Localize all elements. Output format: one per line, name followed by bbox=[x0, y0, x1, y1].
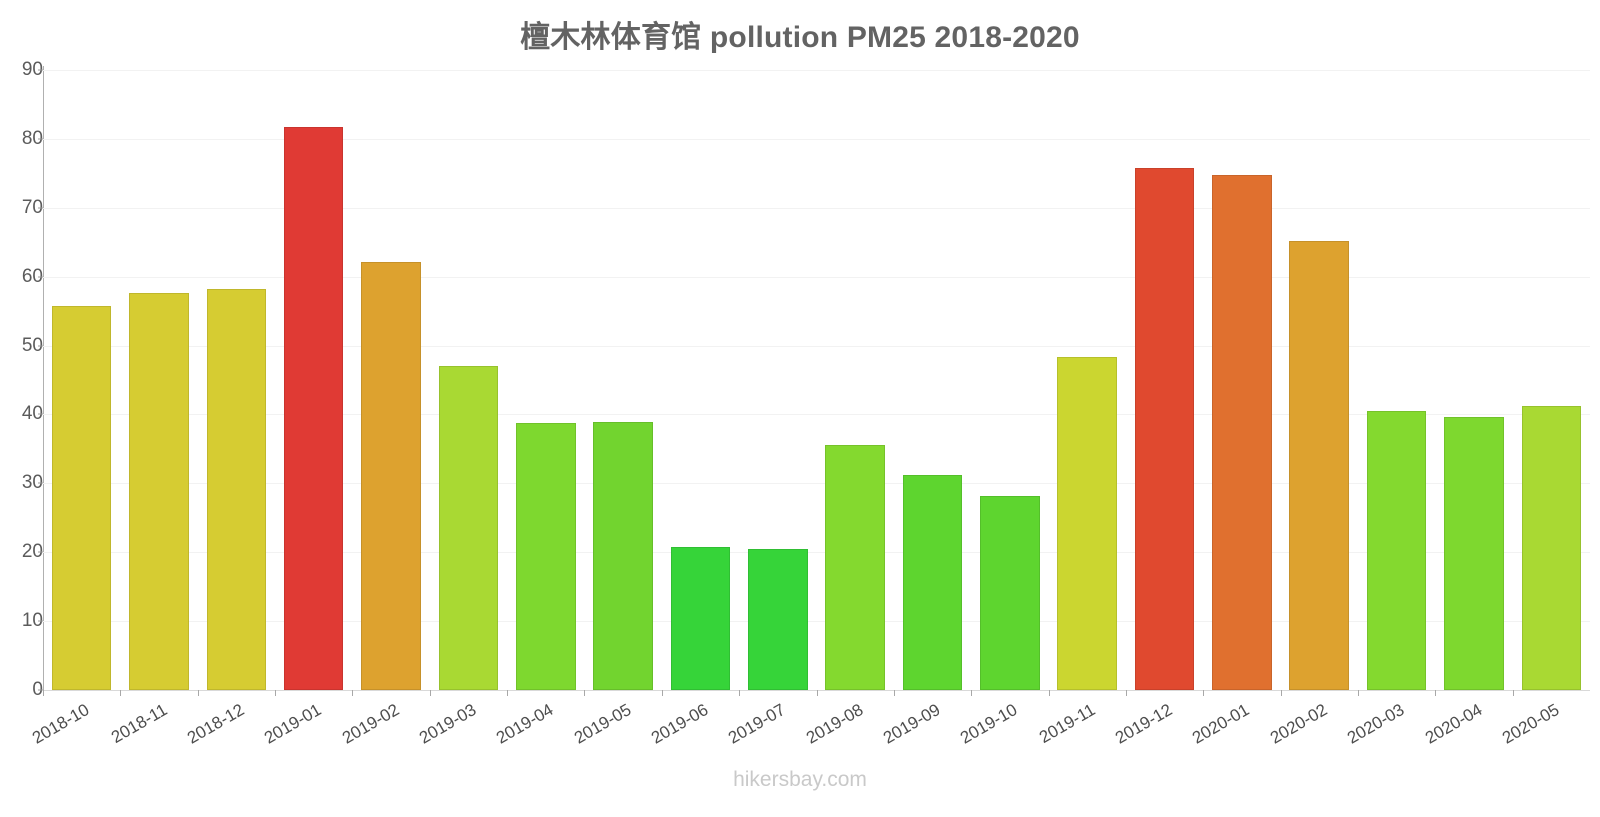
gridline-20 bbox=[43, 552, 1590, 554]
y-tick-mark-60 bbox=[38, 276, 44, 278]
bar-2019-01[interactable] bbox=[283, 127, 344, 690]
bar-2020-03[interactable] bbox=[1366, 411, 1427, 690]
y-tick-mark-90 bbox=[38, 69, 44, 71]
bar-2019-11[interactable] bbox=[1057, 357, 1117, 690]
x-tick-mark-2019-12 bbox=[1125, 690, 1127, 696]
bar-2019-06[interactable] bbox=[670, 547, 731, 690]
y-tick-mark-10 bbox=[38, 620, 44, 622]
bar-2019-05[interactable] bbox=[593, 422, 653, 690]
chart-title: 檀木林体育馆 pollution PM25 2018-2020 bbox=[520, 21, 1080, 54]
x-tick-mark-2019-11 bbox=[1048, 690, 1050, 696]
y-tick-mark-0 bbox=[38, 689, 44, 691]
bar-2019-02[interactable] bbox=[361, 262, 421, 690]
y-tick-label-90: 90 bbox=[21, 59, 43, 80]
y-axis-line bbox=[43, 66, 44, 694]
y-tick-label-50: 50 bbox=[21, 334, 43, 356]
x-tick-mark-2020-03 bbox=[1357, 690, 1359, 696]
x-tick-mark-2019-08 bbox=[816, 690, 818, 696]
y-tick-label-10: 10 bbox=[21, 610, 43, 632]
x-tick-mark-2019-01 bbox=[275, 690, 277, 696]
x-tick-mark-2019-03 bbox=[429, 690, 431, 696]
bar-2018-12[interactable] bbox=[206, 289, 267, 690]
x-tick-mark-2020-04 bbox=[1435, 690, 1437, 696]
x-tick-mark-2020-05 bbox=[1512, 690, 1514, 696]
bar-2019-03[interactable] bbox=[438, 365, 499, 690]
x-tick-mark-2020-01 bbox=[1203, 690, 1205, 696]
bar-2019-04[interactable] bbox=[515, 423, 576, 690]
bar-2019-09[interactable] bbox=[902, 475, 963, 690]
gridline-50 bbox=[43, 345, 1590, 347]
gridline-90 bbox=[43, 70, 1590, 71]
x-tick-mark-2018-11 bbox=[120, 690, 122, 696]
bar-2019-08[interactable] bbox=[825, 444, 885, 690]
y-tick-mark-30 bbox=[38, 482, 44, 484]
x-tick-mark-2018-12 bbox=[197, 690, 199, 696]
y-tick-mark-40 bbox=[38, 413, 44, 415]
bar-2020-04[interactable] bbox=[1444, 416, 1504, 690]
y-tick-mark-50 bbox=[38, 345, 44, 347]
bar-2019-07[interactable] bbox=[748, 548, 808, 690]
x-tick-mark-2020-02 bbox=[1280, 690, 1282, 696]
gridline-80 bbox=[43, 138, 1590, 140]
bar-2018-10[interactable] bbox=[51, 305, 112, 690]
gridline-40 bbox=[43, 414, 1590, 416]
y-tick-label-80: 80 bbox=[21, 127, 43, 149]
y-tick-label-20: 20 bbox=[21, 541, 43, 563]
gridline-30 bbox=[43, 483, 1590, 485]
y-tick-label-40: 40 bbox=[21, 403, 43, 425]
x-tick-mark-2018-10 bbox=[43, 690, 44, 696]
x-tick-mark-2019-06 bbox=[661, 690, 663, 696]
gridline-10 bbox=[43, 621, 1590, 623]
x-tick-mark-2019-02 bbox=[352, 690, 354, 696]
y-tick-mark-80 bbox=[38, 138, 44, 140]
bar-2018-11[interactable] bbox=[129, 293, 189, 690]
plot-area bbox=[43, 70, 1590, 691]
bar-2020-02[interactable] bbox=[1289, 240, 1350, 690]
x-tick-mark-2019-04 bbox=[507, 690, 509, 696]
y-tick-mark-70 bbox=[38, 207, 44, 209]
bar-2019-12[interactable] bbox=[1134, 167, 1195, 690]
x-tick-mark-2019-10 bbox=[971, 690, 973, 696]
y-tick-label-60: 60 bbox=[21, 265, 43, 287]
y-tick-label-0: 0 bbox=[32, 679, 43, 700]
y-tick-mark-20 bbox=[38, 551, 44, 553]
gridline-70 bbox=[43, 207, 1590, 209]
gridline-60 bbox=[43, 276, 1590, 278]
x-axis: 2018-10 2018-11 2018-12 2019-01 2019-02 2019-… bbox=[29, 690, 1590, 800]
y-tick-label-30: 30 bbox=[21, 472, 43, 494]
x-tick-mark-2019-05 bbox=[584, 690, 586, 696]
y-axis: 0 10 20 30 40 50 60 70 80 90 bbox=[0, 0, 44, 800]
x-tick-mark-2019-07 bbox=[739, 690, 741, 696]
bar-2019-10[interactable] bbox=[980, 495, 1040, 690]
bar-2020-05[interactable] bbox=[1521, 406, 1582, 690]
x-tick-mark-2019-09 bbox=[893, 690, 895, 696]
bar-2020-01[interactable] bbox=[1212, 174, 1272, 690]
y-tick-label-70: 70 bbox=[21, 196, 43, 218]
footer-watermark: hikersbay.com bbox=[733, 768, 867, 791]
pm25-bar-chart: 檀木林体育馆 pollution PM25 2018-2020 0 10 20 30 4… bbox=[0, 0, 1590, 800]
